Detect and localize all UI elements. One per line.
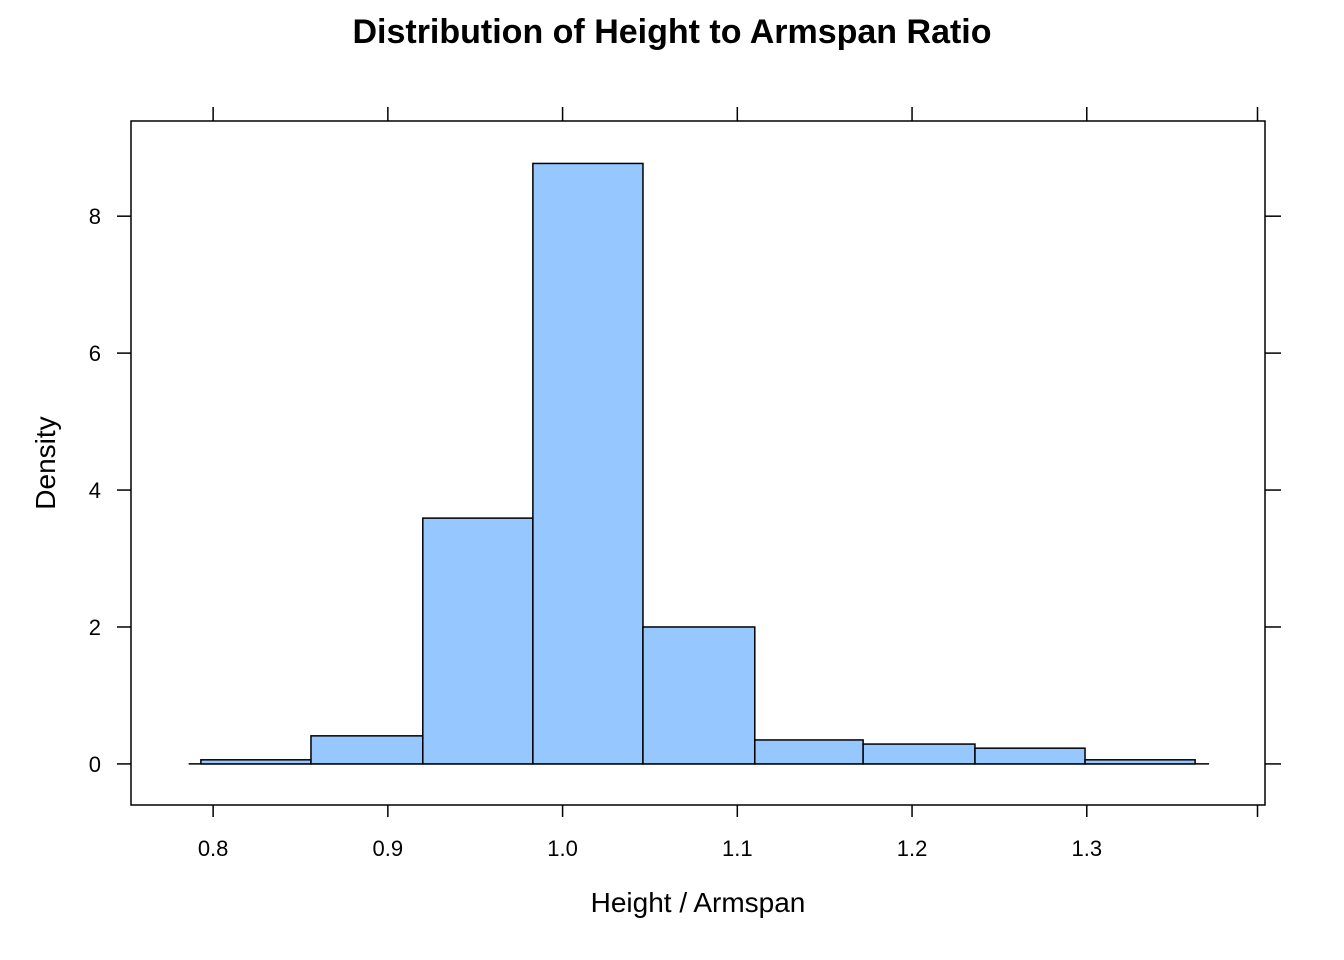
x-tick-label: 1.3 <box>1071 836 1102 861</box>
x-tick-label: 1.0 <box>547 836 578 861</box>
bars-group <box>188 162 1210 765</box>
plot-panel <box>130 120 1266 806</box>
y-tick-label: 2 <box>89 615 101 640</box>
x-axis-title: Height / Armspan <box>591 887 806 918</box>
histogram-bar <box>1084 759 1196 765</box>
x-tick-label: 0.8 <box>198 836 229 861</box>
histogram-bar <box>422 517 534 765</box>
x-axis: 0.8 0.9 1.0 1.1 1.2 1.3 <box>198 107 1259 861</box>
x-tick-label: 1.2 <box>897 836 928 861</box>
y-tick-label: 8 <box>89 204 101 229</box>
histogram-bar <box>974 747 1086 765</box>
y-tick-label: 0 <box>89 752 101 777</box>
x-tick-label: 0.9 <box>373 836 404 861</box>
histogram-bar <box>862 743 976 765</box>
y-axis: 0 2 4 6 8 <box>89 204 1281 777</box>
x-tick-label: 1.1 <box>722 836 753 861</box>
chart-title: Distribution of Height to Armspan Ratio <box>352 13 991 51</box>
histogram-bar <box>310 735 424 765</box>
y-tick-label: 4 <box>89 478 101 503</box>
y-tick-label: 6 <box>89 341 101 366</box>
histogram-bar <box>200 759 312 765</box>
histogram-bar <box>532 162 644 765</box>
histogram-bar <box>642 626 756 765</box>
y-axis-title: Density <box>30 416 61 509</box>
histogram-bar <box>754 739 864 765</box>
